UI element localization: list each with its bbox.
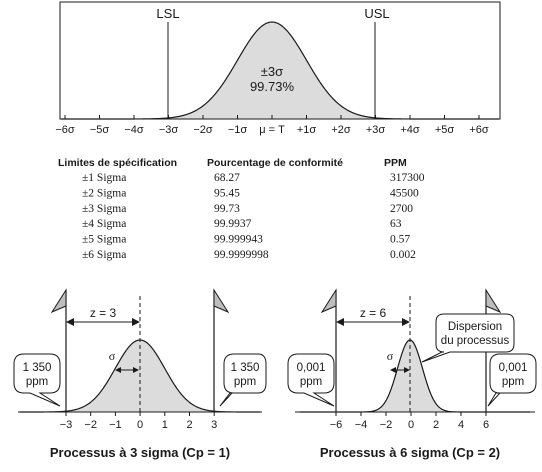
top-axis-tick-label: −2σ: [193, 124, 213, 136]
right-sigma-label: σ: [387, 349, 394, 363]
top-axis-tick-label: +1σ: [297, 124, 317, 136]
table-cell-conformity: 99.73: [214, 203, 240, 215]
table-cell-limit: ±1 Sigma: [82, 172, 126, 184]
left-high-callout: [219, 353, 267, 407]
right-axis-tick-label: −6: [330, 419, 343, 431]
table-cell-conformity: 99.9937: [214, 218, 252, 230]
right-usl-flag: [485, 288, 502, 314]
left-lsl-flag: [50, 288, 67, 314]
table-cell-conformity: 99.9999998: [214, 249, 269, 261]
table-cell-conformity: 99.999943: [214, 234, 263, 246]
dispersion-callout: [421, 313, 515, 363]
top-axis-ticks: −6σ −5σ −4σ −3σ −2σ −1σ μ = T +1σ +2σ +3σ +4σ +5σ +6…: [55, 115, 489, 136]
left-caption: Processus à 3 sigma (Cp = 1): [50, 445, 230, 460]
table-cell-limit: ±4 Sigma: [82, 218, 126, 230]
left-axis-tick-label: 2: [186, 419, 192, 431]
table-cell-ppm: 317300: [390, 172, 425, 184]
right-sigma-arrowheads: [390, 367, 410, 373]
right-z-arrowheads: [336, 318, 410, 326]
dispersion-line2: du processus: [441, 335, 510, 347]
left-axis-tick-label: 3: [211, 419, 217, 431]
right-low-callout: [287, 353, 335, 407]
table-cell-conformity: 95.45: [214, 187, 240, 199]
top-axis-tick-label: +5σ: [435, 124, 455, 136]
table-cell-ppm: 2700: [390, 203, 413, 215]
left-axis-tick-label: 1: [162, 419, 168, 431]
table-header-ppm: PPM: [384, 157, 407, 169]
center-percent-label: 99.73%: [250, 79, 295, 94]
right-caption: Processus à 6 sigma (Cp = 2): [320, 445, 500, 460]
top-axis-tick-label: μ = T: [259, 124, 285, 136]
left-low-callout-unit: ppm: [26, 376, 48, 388]
left-high-callout-unit: ppm: [234, 376, 256, 388]
right-curve-fill: [336, 340, 486, 412]
left-sigma-arrowheads: [115, 367, 139, 373]
table-cell-ppm: 0.002: [390, 249, 416, 261]
right-process-panel: z = 6 σ Dispersion du processus 0,001 pp…: [287, 288, 537, 460]
right-z-label: z = 6: [360, 306, 387, 320]
top-axis-tick-label: −4σ: [124, 124, 144, 136]
left-axis-tick-label: −1: [109, 419, 122, 431]
right-axis-tick-label: 4: [458, 419, 464, 431]
top-curve-fill: [168, 22, 375, 119]
usl-label: USL: [364, 6, 389, 21]
left-process-panel: z = 3 σ 1 350 ppm 1 350 ppm −3 −2 −1 0 1 2 3 P…: [13, 288, 267, 460]
table-cell-ppm: 63: [390, 218, 402, 230]
table-header-limits: Limites de spécification: [58, 157, 177, 169]
table-cell-limit: ±5 Sigma: [82, 234, 126, 246]
table-rows: ±1 Sigma 68.27 317300 ±2 Sigma 95.45 45500 ±3 …: [82, 172, 425, 261]
left-z-arrowheads: [66, 318, 140, 326]
dispersion-line1: Dispersion: [448, 321, 502, 333]
top-distribution-panel: LSL USL ±3σ 99.73% −6σ −5σ −4σ −3σ −2σ −1σ μ =…: [55, 1, 501, 136]
table-cell-ppm: 0.57: [390, 234, 410, 246]
left-sigma-label: σ: [109, 349, 116, 363]
center-sigma-label: ±3σ: [261, 64, 283, 79]
table-cell-ppm: 45500: [390, 187, 419, 199]
right-lsl-flag: [320, 288, 337, 314]
top-axis-tick-label: +3σ: [366, 124, 386, 136]
table-header-conformity: Pourcentage de conformité: [207, 157, 343, 169]
top-axis-tick-label: +6σ: [469, 124, 489, 136]
right-low-callout-value: 0,001: [297, 362, 326, 374]
lsl-label: LSL: [156, 6, 179, 21]
left-axis-tick-label: 0: [137, 419, 143, 431]
table-cell-limit: ±3 Sigma: [82, 203, 126, 215]
table-cell-conformity: 68.27: [214, 172, 240, 184]
right-axis-tick-label: 6: [483, 419, 489, 431]
right-axis-tick-label: 0: [408, 419, 414, 431]
left-usl-flag: [213, 288, 230, 314]
top-axis-tick-label: +2σ: [331, 124, 351, 136]
right-axis-tick-label: −4: [355, 419, 368, 431]
left-high-callout-value: 1 350: [231, 362, 260, 374]
right-high-callout: [487, 353, 537, 407]
top-axis-tick-label: −3σ: [159, 124, 179, 136]
table-cell-limit: ±6 Sigma: [82, 249, 126, 261]
right-axis-tick-label: 2: [433, 419, 439, 431]
left-z-label: z = 3: [90, 306, 117, 320]
right-high-callout-value: 0,001: [499, 362, 528, 374]
top-axis-tick-label: −6σ: [55, 124, 75, 136]
right-high-callout-unit: ppm: [502, 376, 524, 388]
table-cell-limit: ±2 Sigma: [82, 187, 126, 199]
right-axis-tick-label: −2: [380, 419, 393, 431]
left-low-callout: [13, 353, 61, 407]
left-low-callout-value: 1 350: [23, 362, 52, 374]
right-axis-ticks: −6 −4 −2 0 2 4 6: [330, 412, 489, 431]
sigma-table: Limites de spécification Pourcentage de …: [58, 157, 425, 261]
left-axis-tick-label: −3: [60, 419, 73, 431]
top-axis-tick-label: −1σ: [228, 124, 248, 136]
top-axis-tick-label: +4σ: [400, 124, 420, 136]
left-axis-ticks: −3 −2 −1 0 1 2 3: [60, 412, 217, 431]
left-axis-tick-label: −2: [84, 419, 97, 431]
right-low-callout-unit: ppm: [300, 376, 322, 388]
top-axis-tick-label: −5σ: [90, 124, 110, 136]
